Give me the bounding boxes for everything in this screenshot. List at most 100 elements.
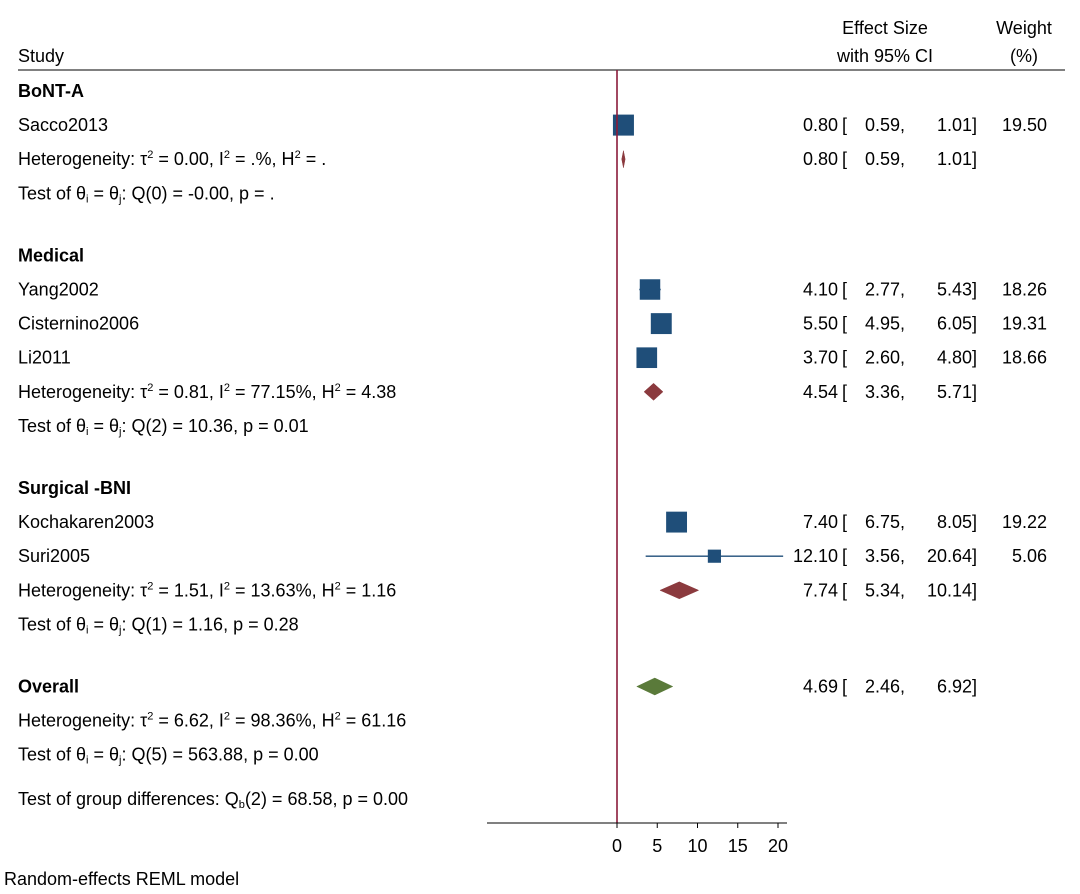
group-diff-label: Test of group differences: Q: [18, 789, 239, 809]
overall-test-sub-i: i: [86, 755, 88, 767]
group-2-study-1-bracket: [: [842, 280, 847, 300]
group-2-study-3-ci-high: 4.80]: [937, 348, 977, 368]
overall-het-eq2: =: [230, 711, 251, 731]
group-2-study-3-weight: 18.66: [1002, 348, 1047, 368]
group-1-het-tau2: 0.00: [174, 149, 209, 169]
group-2-summary-ci-low: 3.36,: [865, 382, 905, 402]
group-3-study-1-marker: [666, 511, 688, 533]
group-2-study-2-weight: 19.31: [1002, 314, 1047, 334]
group-2-het-eq3: =: [341, 382, 362, 402]
group-2-het-sup1: 2: [147, 382, 153, 394]
group-2-study-1-weight: 18.26: [1002, 280, 1047, 300]
group-2-test-q-open: : Q(: [121, 416, 151, 436]
group-2-test-p: 0.01: [274, 416, 309, 436]
group-3-summary-ci-low: 5.34,: [865, 580, 905, 600]
group-2-study-2-ci-low: 4.95,: [865, 314, 905, 334]
group-1-test-q-open: : Q(: [121, 183, 151, 203]
x-tick-label-20: 20: [768, 836, 788, 856]
group-3-test-q-open: : Q(: [121, 614, 151, 634]
overall-bracket: [: [842, 677, 847, 697]
group-2-study-1-name: Yang2002: [18, 280, 99, 300]
group-3-het-eq1: =: [153, 580, 174, 600]
group-1-heterogeneity: Heterogeneity: τ2 = 0.00, I2 = .%, H2 = …: [18, 149, 326, 169]
group-diff-q: 68.58: [287, 789, 332, 809]
group-2-study-2-marker: [650, 313, 672, 335]
group-2-test-sub-i: i: [86, 426, 88, 438]
group-3-study-2-name: Suri2005: [18, 546, 90, 566]
group-2-heterogeneity: Heterogeneity: τ2 = 0.81, I2 = 77.15%, H…: [18, 382, 396, 402]
group-3-study-2-bracket: [: [842, 546, 847, 566]
group-3-test-p: 0.28: [264, 614, 299, 634]
overall-es: 4.69: [803, 677, 838, 697]
group-2-test-statistic: Test of θi = θj: Q(2) = 10.36, p = 0.01: [18, 416, 309, 438]
overall-het-tau2: 6.62: [174, 711, 209, 731]
group-3-het-h-label: , H: [312, 580, 335, 600]
header-ci: with 95% CI: [836, 46, 933, 66]
group-3-study-1-ci-high: 8.05]: [937, 512, 977, 532]
overall-test-statistic: Test of θi = θj: Q(5) = 563.88, p = 0.00: [18, 745, 319, 767]
group-3-study-1-ci-low: 6.75,: [865, 512, 905, 532]
group-1-test-p: .: [270, 183, 275, 203]
group-3-het-sup1: 2: [147, 580, 153, 592]
group-3-test-q: 1.16: [188, 614, 223, 634]
group-1-summary-diamond: [621, 150, 626, 168]
group-3-het-h2: 1.16: [361, 580, 396, 600]
overall-test-p-label: , p =: [243, 745, 284, 765]
group-2-het-i2: 77.15%: [251, 382, 312, 402]
group-3-study-2-ci-high: 20.64]: [927, 546, 977, 566]
group-differences-test: Test of group differences: Qb(2) = 68.58…: [18, 789, 408, 811]
overall-test-q-open: : Q(: [121, 745, 151, 765]
group-3-het-tau2: 1.51: [174, 580, 209, 600]
group-1-test-sub-j: j: [118, 193, 121, 205]
group-3-test-p-label: , p =: [223, 614, 264, 634]
group-1-het-sup1: 2: [147, 149, 153, 161]
group-1-het-sup2: 2: [224, 149, 230, 161]
group-2-het-tau-label: Heterogeneity: τ: [18, 382, 147, 402]
group-3-study-1-name: Kochakaren2003: [18, 512, 154, 532]
group-3-het-eq2: =: [230, 580, 251, 600]
overall-test-q: 563.88: [188, 745, 243, 765]
overall-test-label: Test of θ: [18, 745, 86, 765]
group-1-test-q-eq: ) =: [162, 183, 189, 203]
header-weight: Weight: [996, 18, 1052, 38]
group-3-test-q-eq: ) =: [162, 614, 189, 634]
group-2-study-1-marker: [639, 279, 661, 300]
group-2-summary-es: 4.54: [803, 382, 838, 402]
group-3-het-i2: 13.63%: [251, 580, 312, 600]
group-2-het-tau2: 0.81: [174, 382, 209, 402]
overall-diamond: [636, 677, 674, 696]
group-3-summary-es: 7.74: [803, 580, 838, 600]
group-2-study-3-marker: [636, 347, 658, 369]
overall-test-p: 0.00: [284, 745, 319, 765]
x-tick-label-15: 15: [728, 836, 748, 856]
group-2-study-3-es: 3.70: [803, 348, 838, 368]
group-3-test-df: 1: [151, 614, 161, 634]
header-effect-size: Effect Size: [842, 18, 928, 38]
x-axis: 0 5 10 15 20: [487, 822, 788, 856]
header-weight-unit: (%): [1010, 46, 1038, 66]
group-2-summary-ci-high: 5.71]: [937, 382, 977, 402]
group-1-summary-bracket: [: [842, 149, 847, 169]
group-1-summary-ci-high: 1.01]: [937, 149, 977, 169]
x-tick-label-5: 5: [652, 836, 662, 856]
group-2-study-3-bracket: [: [842, 348, 847, 368]
group-1-test-df: 0: [151, 183, 161, 203]
group-2-study-2-ci-high: 6.05]: [937, 314, 977, 334]
group-3-study-2-weight: 5.06: [1012, 546, 1047, 566]
group-2-het-i-label: , I: [209, 382, 224, 402]
null: = θ: [89, 614, 120, 634]
group-3-heterogeneity: Heterogeneity: τ2 = 1.51, I2 = 13.63%, H…: [18, 580, 396, 600]
group-2-summary-diamond: [643, 382, 664, 401]
group-2-study-1-ci-high: 5.43]: [937, 280, 977, 300]
overall-het-i-label: , I: [209, 711, 224, 731]
group-2-study-2-name: Cisternino2006: [18, 314, 139, 334]
group-diff-p-label: , p =: [333, 789, 374, 809]
group-diff-p: 0.00: [373, 789, 408, 809]
overall-het-eq1: =: [153, 711, 174, 731]
group-diff-eq: ) =: [261, 789, 288, 809]
null: = θ: [89, 416, 120, 436]
group-1-summary-es: 0.80: [803, 149, 838, 169]
group-2-test-p-label: , p =: [233, 416, 274, 436]
overall-test-sub-j: j: [118, 755, 121, 767]
